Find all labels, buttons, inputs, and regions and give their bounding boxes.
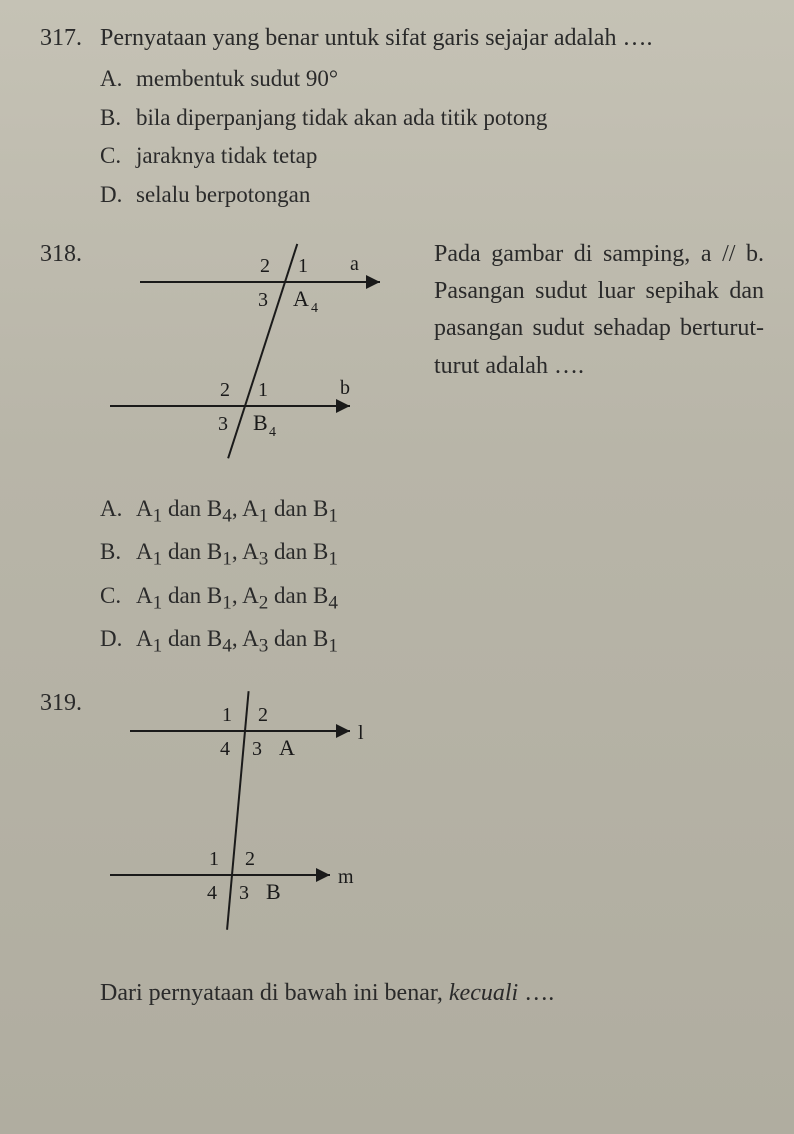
q317-options: A. membentuk sudut 90° B. bila diperpanj… xyxy=(100,62,764,212)
svg-text:b: b xyxy=(340,377,350,399)
q317-opt-b: B. bila diperpanjang tidak akan ada titi… xyxy=(100,101,764,136)
q318-option: D.A1 dan B4, A3 dan B1 xyxy=(100,622,764,661)
q318-option: B.A1 dan B1, A3 dan B1 xyxy=(100,535,764,574)
q317-opt-c: C. jaraknya tidak tetap xyxy=(100,139,764,174)
svg-text:2: 2 xyxy=(245,848,255,870)
question-317: 317. Pernyataan yang benar untuk sifat g… xyxy=(40,20,764,212)
svg-text:a: a xyxy=(350,253,359,275)
q319-number: 319. xyxy=(40,685,100,721)
q318-option: A.A1 dan B4, A1 dan B1 xyxy=(100,492,764,531)
svg-text:1: 1 xyxy=(209,848,219,870)
q318-number: 318. xyxy=(40,236,100,272)
page: 317. Pernyataan yang benar untuk sifat g… xyxy=(0,0,794,1134)
q317-number: 317. xyxy=(40,20,100,56)
svg-text:3: 3 xyxy=(218,413,228,435)
svg-text:B: B xyxy=(266,879,281,904)
q319-bottom-text: Dari pernyataan di bawah ini benar, kecu… xyxy=(100,975,764,1011)
svg-text:2: 2 xyxy=(258,704,268,726)
svg-text:1: 1 xyxy=(222,704,232,726)
svg-text:2: 2 xyxy=(260,255,270,277)
svg-text:4: 4 xyxy=(269,425,276,440)
svg-text:1: 1 xyxy=(298,255,308,277)
svg-text:4: 4 xyxy=(207,882,217,904)
svg-text:2: 2 xyxy=(220,379,230,401)
question-319: 319. lm1243A1243B Dari pernyataan di baw… xyxy=(40,685,764,1011)
svg-text:1: 1 xyxy=(258,379,268,401)
q319-diagram: lm1243A1243B xyxy=(100,685,410,935)
q317-opt-a: A. membentuk sudut 90° xyxy=(100,62,764,97)
question-318: 318. ab213A4213B4 Pada gambar di samping… xyxy=(40,236,764,661)
svg-text:B: B xyxy=(253,410,268,435)
q317-text: Pernyataan yang benar untuk sifat garis … xyxy=(100,20,764,56)
svg-text:m: m xyxy=(338,866,354,888)
svg-text:4: 4 xyxy=(311,301,318,316)
svg-text:4: 4 xyxy=(220,738,230,760)
svg-text:3: 3 xyxy=(239,882,249,904)
svg-text:3: 3 xyxy=(252,738,262,760)
svg-text:l: l xyxy=(358,722,364,744)
q318-options: A.A1 dan B4, A1 dan B1 B.A1 dan B1, A3 da… xyxy=(100,492,764,661)
svg-text:A: A xyxy=(293,286,309,311)
q317-opt-d: D. selalu berpotongan xyxy=(100,178,764,213)
q318-side-text: Pada gambar di samping, a // b. Pasangan… xyxy=(434,236,764,385)
q318-option: C.A1 dan B1, A2 dan B4 xyxy=(100,579,764,618)
q318-diagram: ab213A4213B4 xyxy=(100,236,410,476)
svg-text:A: A xyxy=(279,735,295,760)
svg-text:3: 3 xyxy=(258,289,268,311)
